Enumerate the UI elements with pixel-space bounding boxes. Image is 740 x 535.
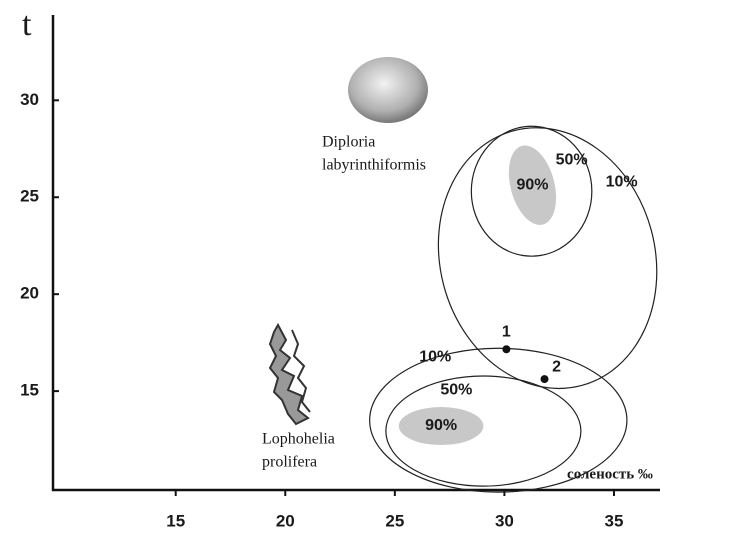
- x-tick-label: 15: [166, 511, 185, 530]
- contour-label: 10%: [606, 173, 638, 190]
- y-tick-label: 15: [20, 381, 39, 400]
- contour: [398, 407, 484, 446]
- contour: [437, 127, 658, 390]
- point: [502, 345, 511, 354]
- contour-label: 50%: [440, 381, 472, 398]
- y-tick-label: 25: [20, 187, 39, 206]
- diploria-image: [348, 57, 428, 123]
- species-label: Lophohelia: [262, 431, 335, 448]
- contour: [508, 145, 557, 225]
- axes: [51, 15, 660, 492]
- contour-label: 90%: [425, 417, 457, 434]
- y-tick-label: 30: [20, 90, 39, 109]
- y-axis-label: t: [22, 6, 32, 43]
- contour: [369, 347, 628, 493]
- x-tick-label: 20: [276, 511, 295, 530]
- lophohelia-image: [268, 322, 311, 426]
- point-label: 1: [502, 323, 511, 340]
- x-tick-label: 25: [385, 511, 404, 530]
- contour: [470, 125, 593, 257]
- species-label: prolifera: [262, 454, 317, 471]
- point-label: 2: [552, 358, 561, 375]
- x-tick-label: 35: [605, 511, 624, 530]
- species-label: Diploria: [322, 134, 375, 151]
- x-axis-label: соленость ‰: [567, 466, 653, 482]
- contour-label: 90%: [516, 176, 548, 193]
- species-label: labyrinthiformis: [322, 157, 426, 174]
- contour-label: 50%: [556, 151, 588, 168]
- point: [540, 375, 549, 384]
- y-tick-label: 20: [20, 284, 39, 303]
- contour: [385, 375, 582, 487]
- contour-label: 10%: [419, 348, 451, 365]
- x-tick-label: 30: [495, 511, 514, 530]
